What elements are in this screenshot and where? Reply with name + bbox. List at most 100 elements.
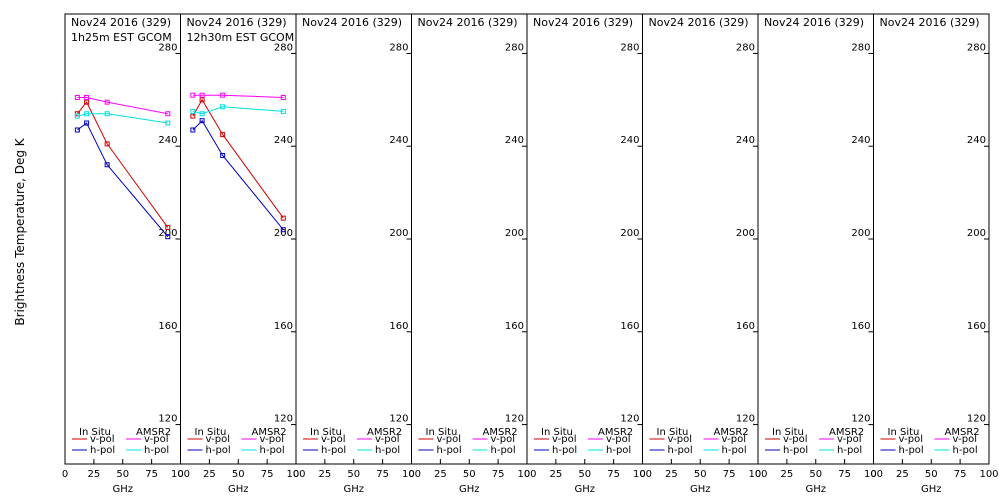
panel-title: Nov24 2016 (329) (880, 16, 980, 29)
legend-label-insitu_v: v-pol (321, 434, 346, 445)
legend-insitu-heading: In Situ (310, 427, 342, 438)
legend-label-insitu_v: v-pol (899, 434, 924, 445)
data-point-insitu_v (220, 132, 226, 138)
data-point-insitu_h (220, 152, 226, 158)
panel-title: Nov24 2016 (329) (187, 16, 287, 29)
y-tick-label: 280 (274, 42, 293, 53)
x-tick-label: 0 (870, 469, 876, 480)
y-tick-label: 200 (851, 228, 870, 239)
legend-amsr2-heading: AMSR2 (483, 427, 518, 438)
legend-label-amsr2_v: v-pol (375, 434, 400, 445)
x-axis-label: GHz (921, 484, 942, 495)
x-tick-label: 50 (925, 469, 938, 480)
x-tick-label: 100 (748, 469, 767, 480)
legend-label-insitu_h: h-pol (783, 445, 808, 456)
panel-5: Nov24 2016 (329) 120 160 200 240 280 0 25 50 75 10… (524, 13, 652, 495)
data-point-insitu_v (199, 97, 205, 103)
panel-subtitle: 12h30m EST GCOM (187, 31, 295, 44)
x-tick-label: 100 (979, 469, 998, 480)
data-point-amsr2_h (165, 120, 171, 126)
x-axis-label: GHz (112, 484, 133, 495)
legend-insitu-heading: In Situ (657, 427, 689, 438)
y-tick-label: 160 (505, 321, 524, 332)
x-tick-label: 50 (578, 469, 591, 480)
x-tick-label: 50 (116, 469, 129, 480)
y-tick-label: 160 (274, 321, 293, 332)
legend-label-insitu_h: h-pol (90, 445, 115, 456)
panel-frame (642, 13, 759, 465)
data-point-amsr2_v (199, 92, 205, 98)
legend-insitu-heading: In Situ (195, 427, 227, 438)
panel-group: Nov24 2016 (329) 1h25m EST GCOM 120 160 200 2… (62, 13, 999, 495)
x-tick-label: 75 (492, 469, 505, 480)
x-tick-label: 50 (694, 469, 707, 480)
x-tick-label: 25 (434, 469, 447, 480)
panel-title: Nov24 2016 (329) (71, 16, 171, 29)
legend-amsr2-heading: AMSR2 (136, 427, 171, 438)
x-tick-label: 0 (524, 469, 530, 480)
panel-title: Nov24 2016 (329) (533, 16, 633, 29)
legend-label-insitu_v: v-pol (668, 434, 693, 445)
panel-frame (295, 13, 412, 465)
y-tick-label: 200 (967, 228, 986, 239)
panel-2: Nov24 2016 (329) 12h30m EST GCOM 120 160 200… (177, 13, 306, 495)
series-line-insitu_h (192, 119, 284, 231)
series-line-insitu_v (77, 101, 169, 228)
legend-insitu-heading: In Situ (772, 427, 804, 438)
x-axis-label: GHz (228, 484, 249, 495)
data-point-amsr2_h (280, 108, 286, 114)
data-point-amsr2_h (84, 111, 90, 117)
x-tick-label: 100 (864, 469, 883, 480)
data-point-insitu_h (104, 162, 110, 168)
legend-label-amsr2_h: h-pol (722, 445, 747, 456)
legend-label-insitu_v: v-pol (552, 434, 577, 445)
legend-insitu-heading: In Situ (79, 427, 111, 438)
x-tick-label: 100 (171, 469, 190, 480)
y-tick-label: 160 (736, 321, 755, 332)
x-tick-label: 75 (954, 469, 967, 480)
x-tick-label: 75 (838, 469, 851, 480)
legend-amsr2-heading: AMSR2 (252, 427, 287, 438)
y-tick-label: 240 (505, 135, 524, 146)
y-tick-label: 200 (158, 228, 177, 239)
y-tick-label: 120 (274, 414, 293, 425)
panel-title: Nov24 2016 (329) (418, 16, 518, 29)
panel-frame (64, 13, 181, 465)
x-axis-label: GHz (805, 484, 826, 495)
x-tick-label: 0 (177, 469, 183, 480)
series-line-amsr2_h (192, 106, 284, 115)
legend-amsr2-heading: AMSR2 (367, 427, 402, 438)
y-tick-label: 120 (851, 414, 870, 425)
x-tick-label: 25 (203, 469, 216, 480)
x-tick-label: 100 (517, 469, 536, 480)
series-line-insitu_v (192, 98, 284, 219)
panel-4: Nov24 2016 (329) 120 160 200 240 280 0 25 50 75 10… (408, 13, 537, 495)
data-point-insitu_v (280, 215, 286, 221)
y-tick-label: 240 (274, 135, 293, 146)
y-tick-label: 200 (274, 228, 293, 239)
y-tick-label: 160 (851, 321, 870, 332)
x-tick-label: 0 (639, 469, 645, 480)
data-point-amsr2_v (165, 111, 171, 117)
y-tick-label: 240 (620, 135, 639, 146)
y-tick-label: 240 (851, 135, 870, 146)
legend-label-amsr2_v: v-pol (722, 434, 747, 445)
legend-label-insitu_v: v-pol (437, 434, 462, 445)
y-tick-label: 280 (505, 42, 524, 53)
data-point-insitu_h (199, 118, 205, 124)
legend-amsr2-heading: AMSR2 (829, 427, 864, 438)
legend-label-amsr2_h: h-pol (606, 445, 631, 456)
y-tick-label: 280 (851, 42, 870, 53)
legend-insitu-heading: In Situ (541, 427, 573, 438)
x-tick-label: 75 (376, 469, 389, 480)
x-tick-label: 25 (550, 469, 563, 480)
data-point-insitu_h (84, 120, 90, 126)
legend-label-amsr2_h: h-pol (953, 445, 978, 456)
legend-label-insitu_v: v-pol (90, 434, 115, 445)
legend-label-insitu_h: h-pol (437, 445, 462, 456)
